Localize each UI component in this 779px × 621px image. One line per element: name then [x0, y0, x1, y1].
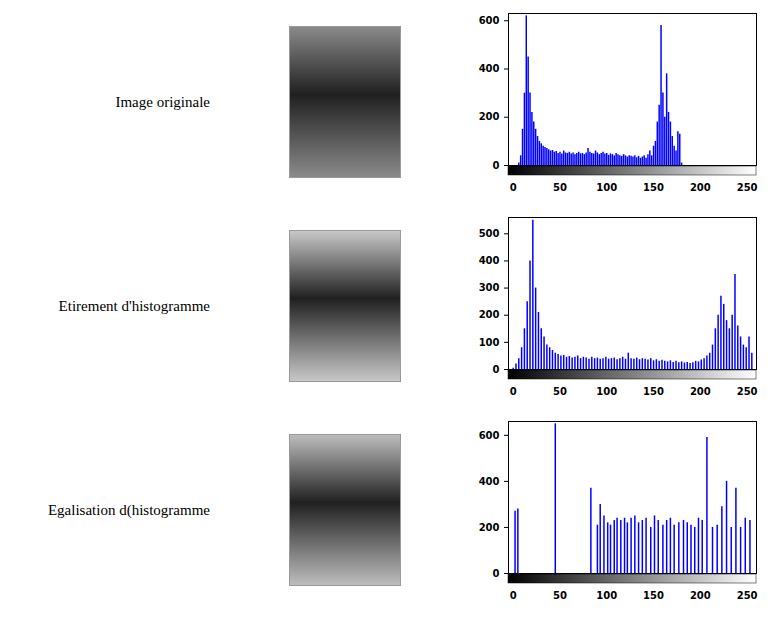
- svg-text:200: 200: [479, 309, 500, 320]
- svg-text:250: 250: [737, 386, 758, 397]
- svg-text:100: 100: [596, 386, 617, 397]
- svg-text:250: 250: [737, 590, 758, 601]
- svg-text:400: 400: [479, 255, 500, 266]
- svg-text:200: 200: [690, 590, 711, 601]
- html-text:Egalisation d(histogramme: Egalisation d(histogramme: [47, 501, 210, 518]
- svg-text:0: 0: [493, 568, 500, 579]
- svg-text:0: 0: [510, 386, 517, 397]
- svg-text:300: 300: [479, 282, 500, 293]
- html-text:Image originale: Image originale: [115, 93, 210, 110]
- svg-text:50: 50: [553, 590, 567, 601]
- svg-text:200: 200: [479, 111, 500, 122]
- svg-text:100: 100: [479, 337, 500, 348]
- svg-text:50: 50: [553, 386, 567, 397]
- svg-text:0: 0: [510, 590, 517, 601]
- svg-text:0: 0: [510, 182, 517, 193]
- svg-text:100: 100: [596, 590, 617, 601]
- svg-text:200: 200: [690, 182, 711, 193]
- svg-text:150: 150: [643, 386, 664, 397]
- svg-text:0: 0: [493, 364, 500, 375]
- html-text:Etirement d'histogramme: Etirement d'histogramme: [58, 297, 210, 314]
- svg-text:400: 400: [479, 63, 500, 74]
- svg-text:150: 150: [643, 182, 664, 193]
- svg-text:500: 500: [479, 228, 500, 239]
- svg-text:250: 250: [737, 182, 758, 193]
- svg-text:200: 200: [479, 522, 500, 533]
- svg-text:600: 600: [479, 430, 500, 441]
- svg-text:0: 0: [493, 160, 500, 171]
- svg-text:50: 50: [553, 182, 567, 193]
- svg-text:400: 400: [479, 476, 500, 487]
- svg-text:200: 200: [690, 386, 711, 397]
- svg-text:100: 100: [596, 182, 617, 193]
- svg-text:600: 600: [479, 15, 500, 26]
- svg-text:150: 150: [643, 590, 664, 601]
